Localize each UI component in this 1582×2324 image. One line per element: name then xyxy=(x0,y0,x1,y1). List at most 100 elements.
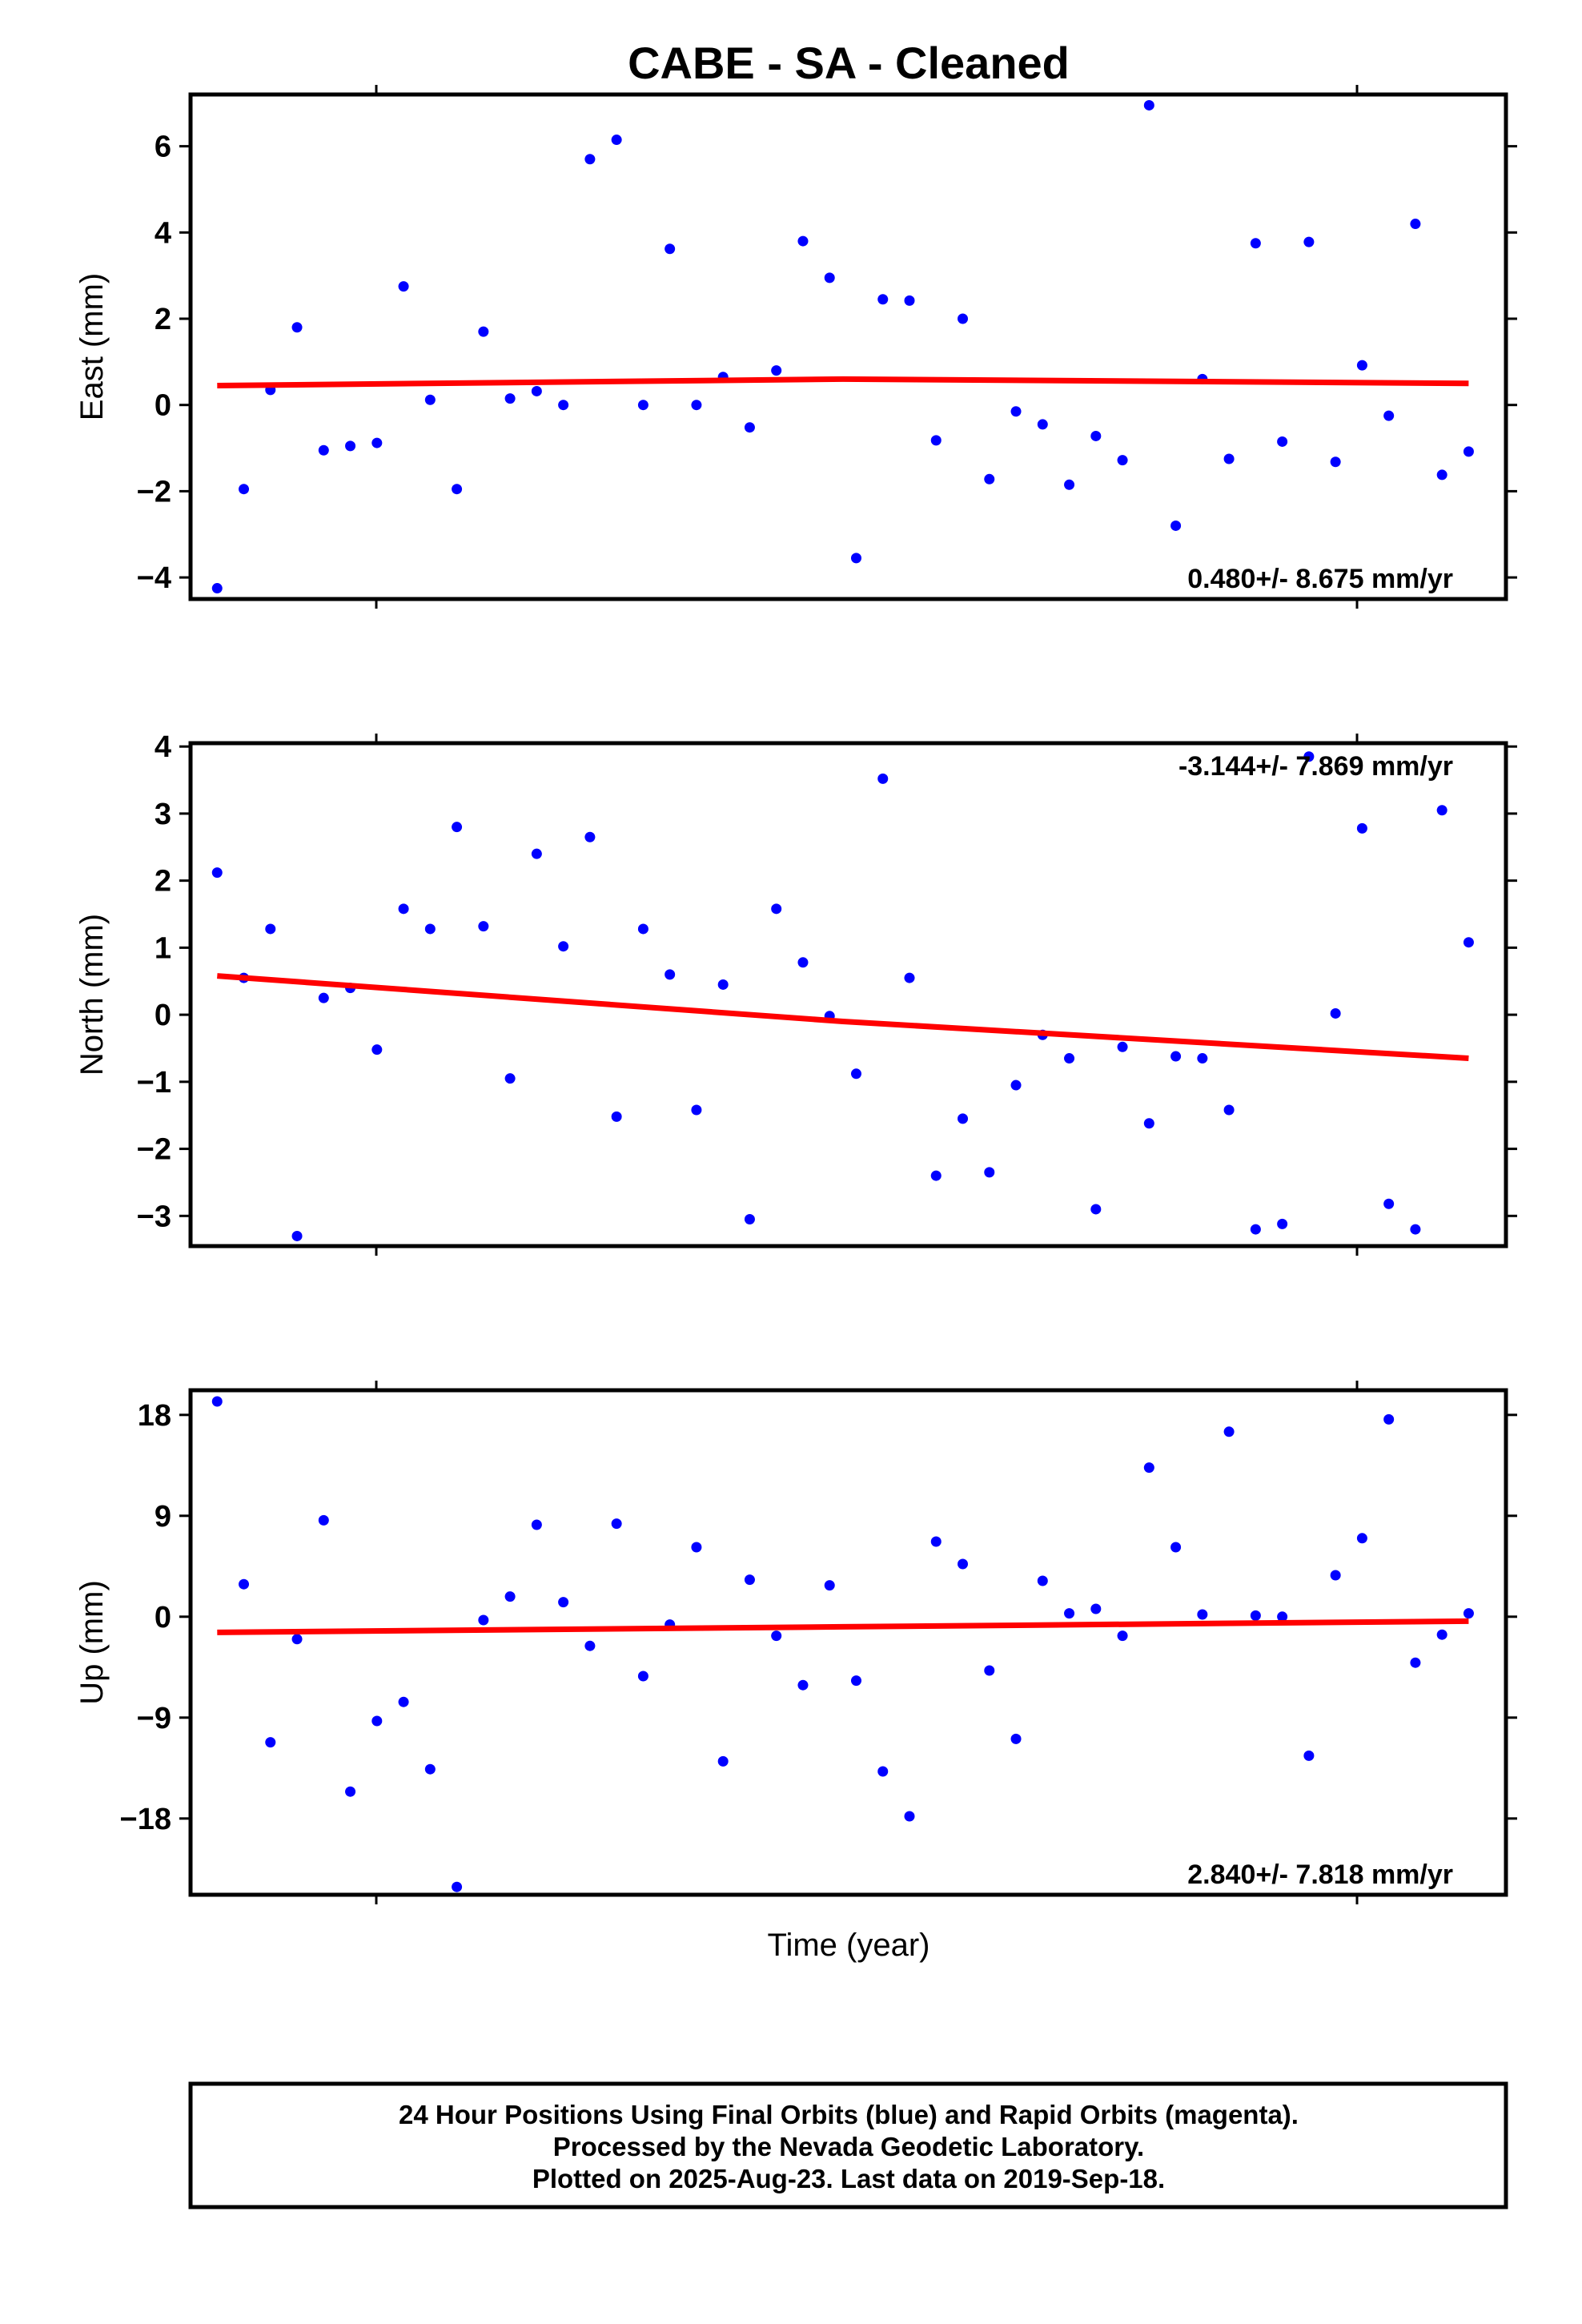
panel-2-trend-line xyxy=(217,973,1469,1061)
panel-3-data-point xyxy=(1330,1570,1341,1581)
panel-2-data-point xyxy=(744,1214,755,1225)
panel-1-data-point xyxy=(691,400,702,411)
panel-1-data-point xyxy=(345,440,356,452)
panel-3-ytick-label: 9 xyxy=(155,1500,171,1534)
panel-1-data-point xyxy=(771,365,782,376)
panel-1-data-point xyxy=(1436,469,1447,480)
panel-3-data-point xyxy=(1410,1657,1421,1668)
panel-2-data-point xyxy=(1330,1007,1341,1019)
panel-3-data-point xyxy=(930,1536,942,1547)
panel-2-data-point xyxy=(558,941,569,952)
panel-1-data-point xyxy=(797,235,809,247)
panel-3-data-point xyxy=(1010,1733,1022,1744)
panel-3-data-point xyxy=(1197,1609,1208,1620)
panel-1-data-point xyxy=(239,484,250,495)
footer-line-1: 24 Hour Positions Using Final Orbits (bl… xyxy=(399,2100,1299,2129)
panel-3-data-point xyxy=(637,1671,648,1682)
panel-3-rate-label: 2.840+/- 7.818 mm/yr xyxy=(1187,1860,1453,1890)
panel-2-ytick-label: 0 xyxy=(155,999,171,1032)
panel-1-data-point xyxy=(1330,456,1341,468)
panel-2-data-point xyxy=(452,822,463,833)
panel-3-data-point xyxy=(478,1614,489,1626)
panel-2-data-point xyxy=(1356,822,1367,834)
chart-title: CABE - SA - Cleaned xyxy=(628,38,1070,88)
panel-1-data-point xyxy=(1383,410,1395,421)
panel-3-data-point xyxy=(771,1630,782,1642)
panel-1-y-axis-label: East (mm) xyxy=(74,273,110,420)
panel-2-ytick-label: 4 xyxy=(155,730,171,764)
panel-3-data-point xyxy=(797,1679,809,1691)
panel-1-data-point xyxy=(904,295,915,306)
panel-2-data-point xyxy=(531,848,542,859)
panel-3-frame xyxy=(188,1388,1508,1897)
panel-2-ytick-label: 3 xyxy=(155,798,171,831)
panel-3-data-point xyxy=(584,1640,596,1651)
panel-2-ytick-label: −3 xyxy=(137,1200,171,1233)
panel-3-data-point xyxy=(1303,1750,1315,1761)
panel-2-data-point xyxy=(398,903,409,915)
panel-1-data-point xyxy=(291,322,303,333)
panel-1-trend-line xyxy=(217,376,1469,388)
x-axis-label: Time (year) xyxy=(768,1928,930,1963)
panel-1-data-point xyxy=(1250,238,1261,249)
panel-2-data-point xyxy=(771,903,782,915)
panel-1-data-point xyxy=(531,385,542,396)
panel-1-frame xyxy=(188,92,1508,601)
panel-2-data-point xyxy=(984,1167,995,1178)
panel-2-data-point xyxy=(1410,1224,1421,1235)
panel-1-data-point xyxy=(1170,520,1182,531)
panel-3-data-point xyxy=(1170,1542,1182,1553)
panel-1-data-point xyxy=(1356,360,1367,371)
footer-box xyxy=(188,2081,1508,2209)
panel-1-data-point xyxy=(504,393,516,404)
panel-3-data-point xyxy=(877,1766,889,1777)
panel-1-data-point xyxy=(665,243,676,255)
panel-2-data-point xyxy=(1117,1041,1128,1052)
panel-2-ytick-label: −2 xyxy=(137,1133,171,1167)
panel-1-data-point xyxy=(371,437,383,448)
panel-1-data-point xyxy=(1463,446,1474,457)
panel-3-data-point xyxy=(1436,1629,1447,1640)
panel-1-ytick-label: 2 xyxy=(155,303,171,336)
panel-2-data-point xyxy=(478,921,489,932)
panel-1-data-point xyxy=(318,444,329,456)
panel-2-data-point xyxy=(637,923,648,935)
panels-group: −4 −2 0 2 4 6 East (mm) 0.480+/- 8.675 mm/yr −3 −… xyxy=(74,85,1517,1904)
panel-2-ytick-label: −1 xyxy=(137,1066,171,1100)
panel-1-data-point xyxy=(1223,453,1235,464)
panel-2-data-point xyxy=(371,1044,383,1055)
panel-1-data-point xyxy=(478,326,489,337)
panel-2-data-point xyxy=(958,1113,969,1124)
panel-2-frame xyxy=(188,741,1508,1248)
panel-2-data-point xyxy=(850,1068,861,1080)
panel-1-data-point xyxy=(744,422,755,433)
panel-2-ytick-label: 2 xyxy=(155,865,171,899)
panel-2-data-point xyxy=(691,1104,702,1116)
panel-2-data-point xyxy=(1064,1053,1075,1064)
panel-1-data-point xyxy=(584,154,596,165)
panel-1-ytick-label: 6 xyxy=(155,131,171,164)
panel-3-data-point xyxy=(345,1786,356,1797)
panel-2-ytick-label: 1 xyxy=(155,931,171,965)
panel-2-data-point xyxy=(318,992,329,1003)
panel-1-data-point xyxy=(1117,455,1128,466)
panel-1-data-point xyxy=(984,473,995,485)
panel-3-data-point xyxy=(824,1580,835,1591)
panel-1-data-point xyxy=(1037,419,1048,430)
panel-2-data-point xyxy=(1010,1080,1022,1091)
panel-2-data-point xyxy=(1463,937,1474,948)
panel-3-data-point xyxy=(1064,1608,1075,1619)
panel-3-data-point xyxy=(318,1514,329,1526)
panel-2-data-point xyxy=(665,969,676,980)
panel-2-data-point xyxy=(1383,1198,1395,1209)
panel-2-data-point xyxy=(797,957,809,968)
panel-3-trend-line xyxy=(217,1618,1469,1635)
panel-1-data-point xyxy=(824,272,835,283)
panel-1-data-point xyxy=(1090,430,1102,441)
panel-2-data-point xyxy=(930,1170,942,1181)
panel-3-data-point xyxy=(717,1755,729,1767)
panel-2-data-point xyxy=(1303,751,1315,762)
panel-2-data-point xyxy=(1223,1104,1235,1116)
panel-3-data-point xyxy=(291,1634,303,1645)
panel-2-data-point xyxy=(611,1111,622,1122)
